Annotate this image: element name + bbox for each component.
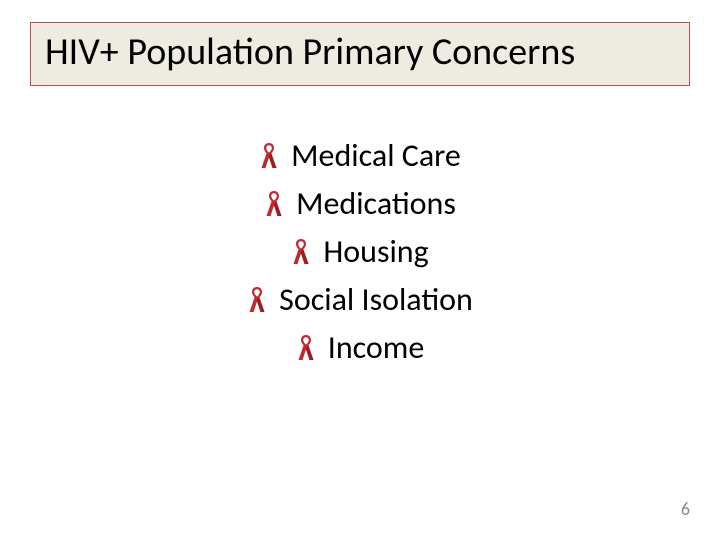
list-item-label: Social Isolation [279, 280, 473, 320]
list-item-label: Medications [296, 184, 456, 224]
slide-title-box: HIV+ Population Primary Concerns [30, 22, 690, 86]
red-ribbon-icon [291, 237, 311, 267]
list-item-label: Income [328, 328, 425, 368]
list-item: Medical Care [259, 136, 461, 176]
red-ribbon-icon [264, 189, 284, 219]
list-item-label: Housing [323, 232, 428, 272]
list-item: Social Isolation [247, 280, 473, 320]
list-item-label: Medical Care [291, 136, 461, 176]
slide-title: HIV+ Population Primary Concerns [45, 33, 675, 73]
list-item: Medications [264, 184, 456, 224]
red-ribbon-icon [247, 285, 267, 315]
page-number: 6 [681, 498, 690, 520]
concerns-list: Medical Care Medications Housing Social … [0, 132, 720, 372]
list-item: Income [296, 328, 425, 368]
red-ribbon-icon [296, 333, 316, 363]
list-item: Housing [291, 232, 428, 272]
red-ribbon-icon [259, 141, 279, 171]
